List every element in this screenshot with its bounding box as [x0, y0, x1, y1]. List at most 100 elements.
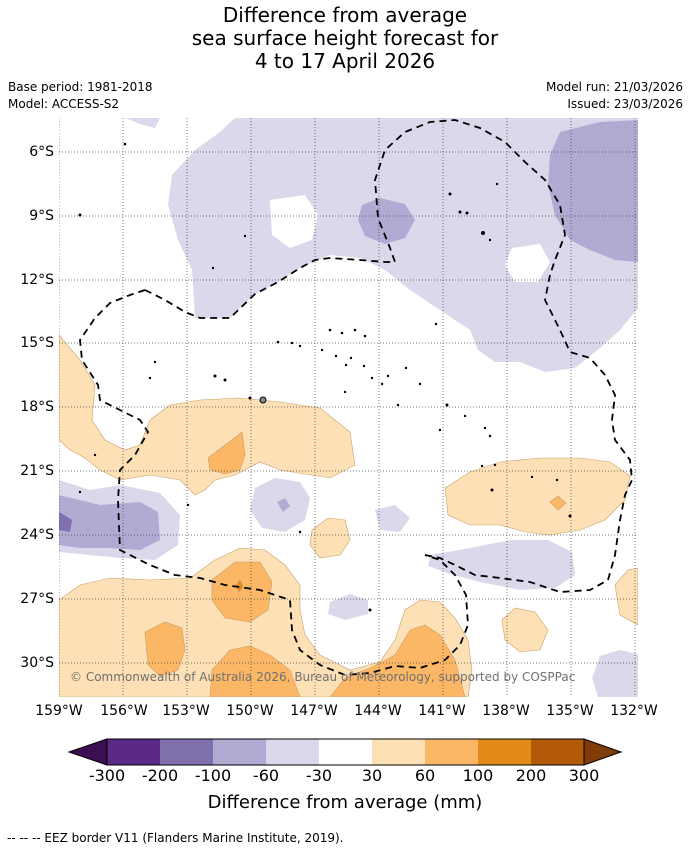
- lon-label-147w: 147°W: [290, 703, 338, 719]
- island-speck: [396, 403, 400, 407]
- lon-label-135w: 135°W: [546, 703, 594, 719]
- anomaly-region-central-medium: [277, 498, 290, 512]
- lat-label-21s: 21°S: [20, 463, 54, 479]
- anomaly-region-south-orange-2: [144, 621, 186, 677]
- island-speck: [438, 428, 442, 432]
- colorbar-swatch-p60: [425, 739, 478, 765]
- title-line-3: 4 to 17 April 2026: [254, 49, 436, 73]
- eez-borders: [79, 119, 633, 676]
- lat-label-12s: 12°S: [20, 272, 54, 288]
- anomaly-region-south-lavender: [328, 594, 368, 620]
- colorbar-swatch-n300: [107, 739, 160, 765]
- anomaly-region-south-orange-1: [211, 561, 273, 623]
- island-speck: [276, 340, 280, 344]
- colorbar-tick-p60: 60: [414, 766, 436, 785]
- lat-label-6s: 6°S: [29, 144, 54, 160]
- title-line-1: Difference from average: [222, 3, 468, 27]
- anomaly-region-northeast-medium: [548, 120, 638, 262]
- anomaly-region-north-medium: [358, 198, 415, 244]
- anomaly-region-east-pale-orange: [444, 457, 631, 536]
- island-speck: [353, 328, 357, 332]
- colorbar-swatch-neutral: [319, 739, 372, 765]
- island-speck: [213, 374, 217, 378]
- colorbar: [67, 738, 623, 766]
- anomaly-region-far-east-pale-orange: [614, 567, 638, 626]
- anomaly-region-east-orange: [549, 495, 567, 511]
- anomaly-region-west-strong: [59, 512, 72, 532]
- issued-date: Issued: 23/03/2026: [567, 97, 683, 111]
- island-speck: [123, 142, 127, 146]
- model-run: Model run: 21/03/2026: [545, 80, 683, 94]
- lon-label-153w: 153°W: [162, 703, 210, 719]
- eez-border-cook-french-polynesia: [79, 289, 469, 676]
- island-speck: [481, 231, 485, 235]
- anomaly-region-east-lavender: [428, 540, 575, 590]
- anomaly-region-northwest-lavender: [125, 118, 160, 128]
- island-speck: [483, 426, 487, 430]
- model-name: Model: ACCESS-S2: [8, 97, 120, 111]
- island-speck: [248, 396, 252, 400]
- island-speck: [480, 464, 484, 468]
- colorbar-swatch-p30: [372, 739, 425, 765]
- lat-label-30s: 30°S: [20, 655, 54, 671]
- anomaly-region-small-lavender: [375, 505, 410, 532]
- island-speck: [211, 266, 215, 270]
- lat-label-27s: 27°S: [20, 591, 54, 607]
- island-speck: [370, 376, 374, 380]
- lat-label-24s: 24°S: [20, 527, 54, 543]
- colorbar-title: Difference from average (mm): [207, 792, 483, 813]
- lat-label-9s: 9°S: [29, 208, 54, 224]
- eez-legend-footnote: -- -- -- EEZ border V11 (Flanders Marine…: [7, 831, 344, 845]
- island-speck: [223, 378, 227, 382]
- island-speck: [445, 403, 449, 407]
- colorbar-tick-n200: -200: [141, 766, 179, 785]
- map-gridlines: [59, 118, 638, 697]
- meta-right: Model run: 21/03/2026 Issued: 23/03/2026: [546, 79, 683, 113]
- island-speck: [493, 463, 497, 467]
- copyright-notice: © Commonwealth of Australia 2026, Bureau…: [70, 670, 575, 684]
- lon-label-141w: 141°W: [418, 703, 466, 719]
- island-speck: [343, 390, 347, 394]
- anomaly-region-south-orange-4: [329, 624, 466, 697]
- colorbar-swatch-n60: [266, 739, 319, 765]
- island-speck: [380, 382, 384, 386]
- island-speck: [465, 211, 469, 215]
- anomaly-region-west-medium: [59, 495, 160, 550]
- island-speck: [344, 363, 348, 367]
- colorbar-tick-p100: 100: [462, 766, 494, 785]
- island-speck: [328, 328, 332, 332]
- island-speck: [78, 490, 82, 494]
- island-speck: [434, 322, 438, 326]
- lon-label-150w: 150°W: [226, 703, 274, 719]
- meta-left: Base period: 1981-2018 Model: ACCESS-S2: [8, 79, 153, 113]
- lon-label-156w: 156°W: [100, 703, 148, 719]
- anomaly-hole-white-1: [270, 195, 318, 248]
- chart-title: Difference from average sea surface heig…: [0, 4, 690, 73]
- colorbar-extend-min: [67, 738, 108, 766]
- colorbar-tick-n300: -300: [88, 766, 126, 785]
- eez-border-french-polynesia-north: [144, 119, 633, 593]
- lon-label-144w: 144°W: [354, 703, 402, 719]
- island-speck: [320, 348, 324, 352]
- island-tubuai: [259, 396, 267, 404]
- lat-label-15s: 15°S: [20, 335, 54, 351]
- island-speck: [488, 434, 492, 438]
- lon-label-132w: 132°W: [610, 703, 658, 719]
- lon-label-138w: 138°W: [482, 703, 530, 719]
- island-speck: [78, 213, 82, 217]
- island-speck: [530, 475, 534, 479]
- island-speck: [298, 530, 302, 534]
- island-speck: [368, 608, 372, 612]
- island-speck: [243, 234, 247, 238]
- island-speck: [362, 364, 366, 368]
- island-speck: [349, 356, 353, 360]
- island-speck: [386, 374, 390, 378]
- island-speck: [334, 354, 338, 358]
- islands: [78, 142, 572, 612]
- island-speck: [490, 488, 494, 492]
- anomaly-region-midpale-orange: [309, 517, 351, 559]
- island-speck: [363, 334, 367, 338]
- colorbar-outline: [106, 738, 585, 766]
- island-speck: [458, 210, 462, 214]
